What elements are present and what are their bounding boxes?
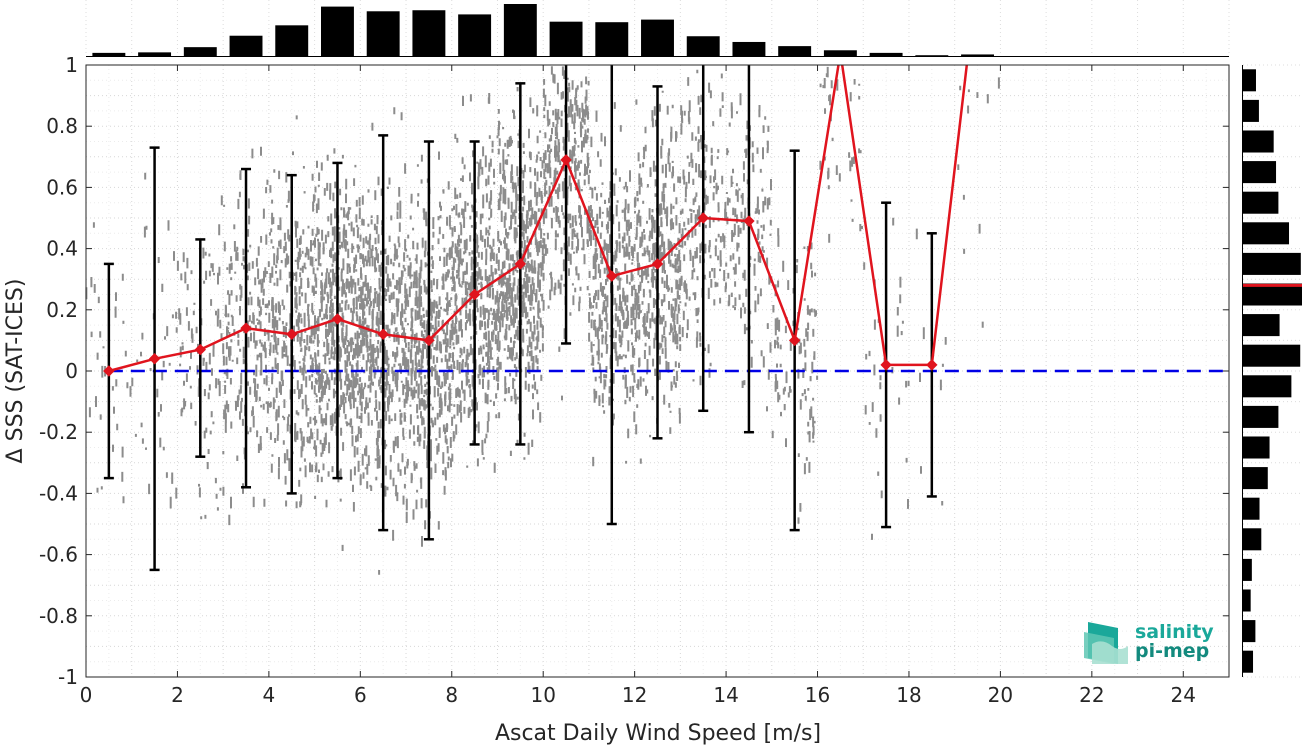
right-histogram-bar <box>1243 620 1256 643</box>
right-histogram-bar <box>1243 314 1280 337</box>
right-histogram-bar <box>1243 467 1268 490</box>
top-histogram-bar <box>549 21 583 56</box>
y-tick-label: -0.8 <box>39 604 78 628</box>
series-point <box>423 334 435 347</box>
right-histogram-bar <box>1243 650 1254 673</box>
salinity-pi-mep-logo: salinity pi-mep <box>1084 621 1214 664</box>
right-histogram-bar <box>1243 161 1277 184</box>
x-tick-label: 12 <box>622 683 647 707</box>
x-axis-ticks: 0 2 4 6 8 10 12 14 16 18 20 22 24 <box>80 65 1196 707</box>
top-histogram-bar <box>412 10 446 57</box>
top-histogram-bar <box>183 47 217 56</box>
top-histogram-bar <box>869 52 903 56</box>
top-histogram-bar <box>641 19 674 57</box>
series-point <box>103 365 115 377</box>
series-point <box>743 215 755 227</box>
x-tick-label: 14 <box>713 683 738 707</box>
top-histogram-bar <box>778 46 812 56</box>
series-point <box>286 328 298 340</box>
series-point <box>606 270 618 282</box>
y-tick-label: 0.8 <box>46 114 78 138</box>
y-axis-label: Δ SSS (SAT-ICES) <box>3 279 28 464</box>
top-histogram-bar <box>458 14 492 56</box>
y-tick-label: -1 <box>58 665 78 689</box>
right-histogram-bar <box>1243 283 1302 306</box>
right-histogram-bar <box>1243 99 1259 122</box>
x-tick-label: 10 <box>530 683 555 707</box>
right-histogram-bar <box>1243 344 1301 367</box>
x-tick-label: 16 <box>805 683 830 707</box>
right-histogram-bar <box>1243 252 1301 275</box>
right-histogram-bar <box>1243 558 1252 581</box>
series-point <box>331 313 344 325</box>
series-point <box>651 258 664 270</box>
logo-line1: salinity <box>1135 621 1214 643</box>
mean-series <box>103 65 969 377</box>
series-point <box>194 343 207 356</box>
series-point <box>926 359 938 371</box>
right-histogram-bar <box>1243 405 1279 428</box>
y-tick-label: 0.6 <box>46 175 78 199</box>
top-histogram-bar <box>961 54 994 56</box>
x-tick-label: 6 <box>354 683 367 707</box>
right-histogram-bar <box>1243 528 1262 551</box>
series-point <box>514 258 527 270</box>
series-point <box>240 322 252 334</box>
y-tick-label: 0.4 <box>46 237 78 261</box>
x-tick-label: 24 <box>1171 683 1196 707</box>
logo-line2: pi-mep <box>1135 640 1209 662</box>
y-tick-label: -0.6 <box>39 543 78 567</box>
right-histogram-bar <box>1243 130 1274 153</box>
right-histogram-bar <box>1243 191 1279 214</box>
top-histogram <box>85 0 1230 57</box>
series-point <box>788 334 801 347</box>
x-tick-label: 2 <box>171 683 184 707</box>
right-histogram-bar <box>1243 375 1292 398</box>
y-tick-label: 1 <box>65 53 78 77</box>
series-point <box>560 154 572 166</box>
top-histogram-bar <box>595 22 629 56</box>
x-axis-label: Ascat Daily Wind Speed [m/s] <box>495 721 821 746</box>
x-tick-label: 22 <box>1079 683 1104 707</box>
x-tick-label: 4 <box>263 683 276 707</box>
series-point <box>880 359 892 371</box>
x-tick-label: 18 <box>896 683 921 707</box>
top-histogram-bar <box>138 52 172 56</box>
series-line <box>108 65 969 373</box>
right-histogram-bar <box>1243 436 1270 459</box>
scatter-cloud <box>85 66 1000 575</box>
y-axis-ticks: 1 0.8 0.6 0.4 0.2 0 -0.2 -0.4 -0.6 -0.8 -1 <box>39 53 1229 689</box>
y-tick-label: -0.2 <box>39 420 78 444</box>
top-histogram-bar <box>503 4 537 56</box>
right-histogram-bar <box>1243 497 1260 520</box>
series-point <box>468 288 481 301</box>
y-tick-label: 0.2 <box>46 298 78 322</box>
top-histogram-bar <box>823 50 857 56</box>
x-tick-label: 20 <box>988 683 1013 707</box>
top-histogram-bar <box>915 55 949 57</box>
logo-icon <box>1084 622 1128 664</box>
y-tick-label: -0.4 <box>39 481 78 505</box>
right-histogram-bar <box>1243 69 1256 92</box>
top-histogram-bar <box>686 36 720 56</box>
error-bars <box>103 65 937 572</box>
series-point <box>697 212 709 224</box>
top-histogram-bar <box>92 52 126 56</box>
series-point <box>377 328 389 340</box>
top-histogram-bar <box>321 6 354 57</box>
right-histogram-bar <box>1243 589 1251 612</box>
top-histogram-bar <box>732 41 766 56</box>
x-tick-label: 0 <box>80 683 93 707</box>
y-tick-label: 0 <box>65 359 78 383</box>
right-histogram-bar <box>1243 222 1290 245</box>
x-tick-label: 8 <box>445 683 458 707</box>
right-histogram <box>1242 64 1302 678</box>
series-point <box>148 353 161 365</box>
top-histogram-bar <box>275 25 309 56</box>
scatter-points <box>85 66 1000 575</box>
top-histogram-bar <box>366 11 400 57</box>
top-histogram-bar <box>229 35 263 56</box>
